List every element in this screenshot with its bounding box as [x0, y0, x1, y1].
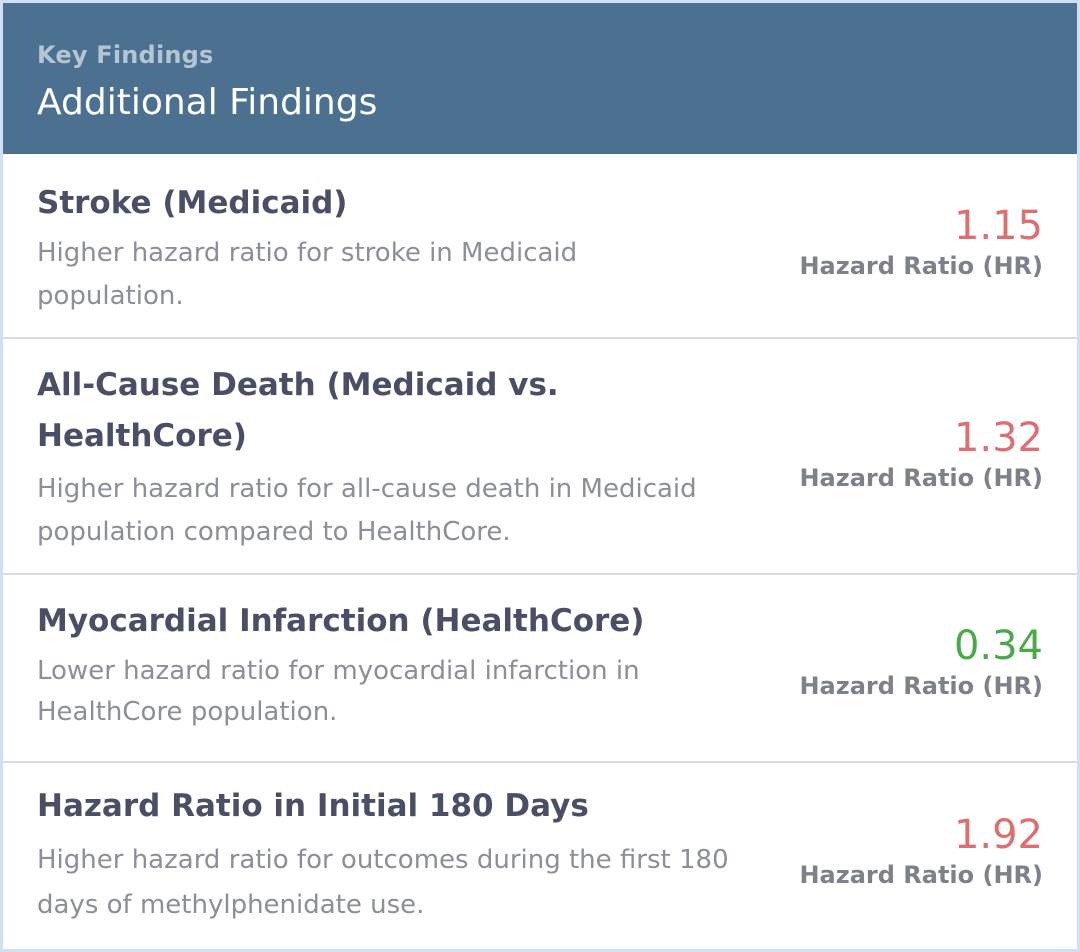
finding-text: Stroke (Medicaid) Higher hazard ratio fo…	[37, 178, 737, 318]
finding-row-myocardial-infarction: Myocardial Infarction (HealthCore) Lower…	[3, 575, 1077, 763]
findings-card: Key Findings Additional Findings Stroke …	[3, 3, 1077, 949]
finding-title: Myocardial Infarction (HealthCore)	[37, 603, 645, 639]
finding-text: Myocardial Infarction (HealthCore) Lower…	[37, 596, 737, 733]
hazard-ratio-label: Hazard Ratio (HR)	[799, 672, 1043, 700]
finding-title: Hazard Ratio in Initial 180 Days	[37, 788, 589, 824]
finding-metric: 1.15 Hazard Ratio (HR)	[799, 201, 1043, 281]
finding-text: All-Cause Death (Medicaid vs. HealthCore…	[37, 360, 737, 554]
finding-row-stroke: Stroke (Medicaid) Higher hazard ratio fo…	[3, 154, 1077, 339]
finding-title: Stroke (Medicaid)	[37, 185, 348, 221]
finding-metric: 0.34 Hazard Ratio (HR)	[799, 621, 1043, 701]
hazard-ratio-label: Hazard Ratio (HR)	[799, 252, 1043, 280]
hazard-ratio-value: 0.34	[953, 623, 1043, 669]
finding-description: Higher hazard ratio for stroke in Medica…	[37, 238, 578, 311]
finding-row-all-cause-death: All-Cause Death (Medicaid vs. HealthCore…	[3, 339, 1077, 575]
finding-title: All-Cause Death (Medicaid vs. HealthCore…	[37, 367, 559, 454]
hazard-ratio-value: 1.92	[953, 812, 1043, 858]
hazard-ratio-value: 1.15	[953, 203, 1043, 249]
finding-text: Hazard Ratio in Initial 180 Days Higher …	[37, 781, 737, 928]
card-header: Key Findings Additional Findings	[3, 3, 1077, 154]
finding-metric: 1.92 Hazard Ratio (HR)	[799, 810, 1043, 890]
finding-description: Higher hazard ratio for outcomes during …	[37, 845, 729, 920]
hazard-ratio-label: Hazard Ratio (HR)	[799, 861, 1043, 889]
finding-description: Lower hazard ratio for myocardial infarc…	[37, 656, 640, 727]
hazard-ratio-label: Hazard Ratio (HR)	[799, 464, 1043, 492]
finding-metric: 1.32 Hazard Ratio (HR)	[799, 413, 1043, 493]
finding-description: Higher hazard ratio for all-cause death …	[37, 474, 697, 547]
hazard-ratio-value: 1.32	[953, 415, 1043, 461]
finding-row-initial-180-days: Hazard Ratio in Initial 180 Days Higher …	[3, 763, 1077, 949]
section-eyebrow: Key Findings	[37, 41, 214, 69]
card-title: Additional Findings	[37, 82, 378, 123]
